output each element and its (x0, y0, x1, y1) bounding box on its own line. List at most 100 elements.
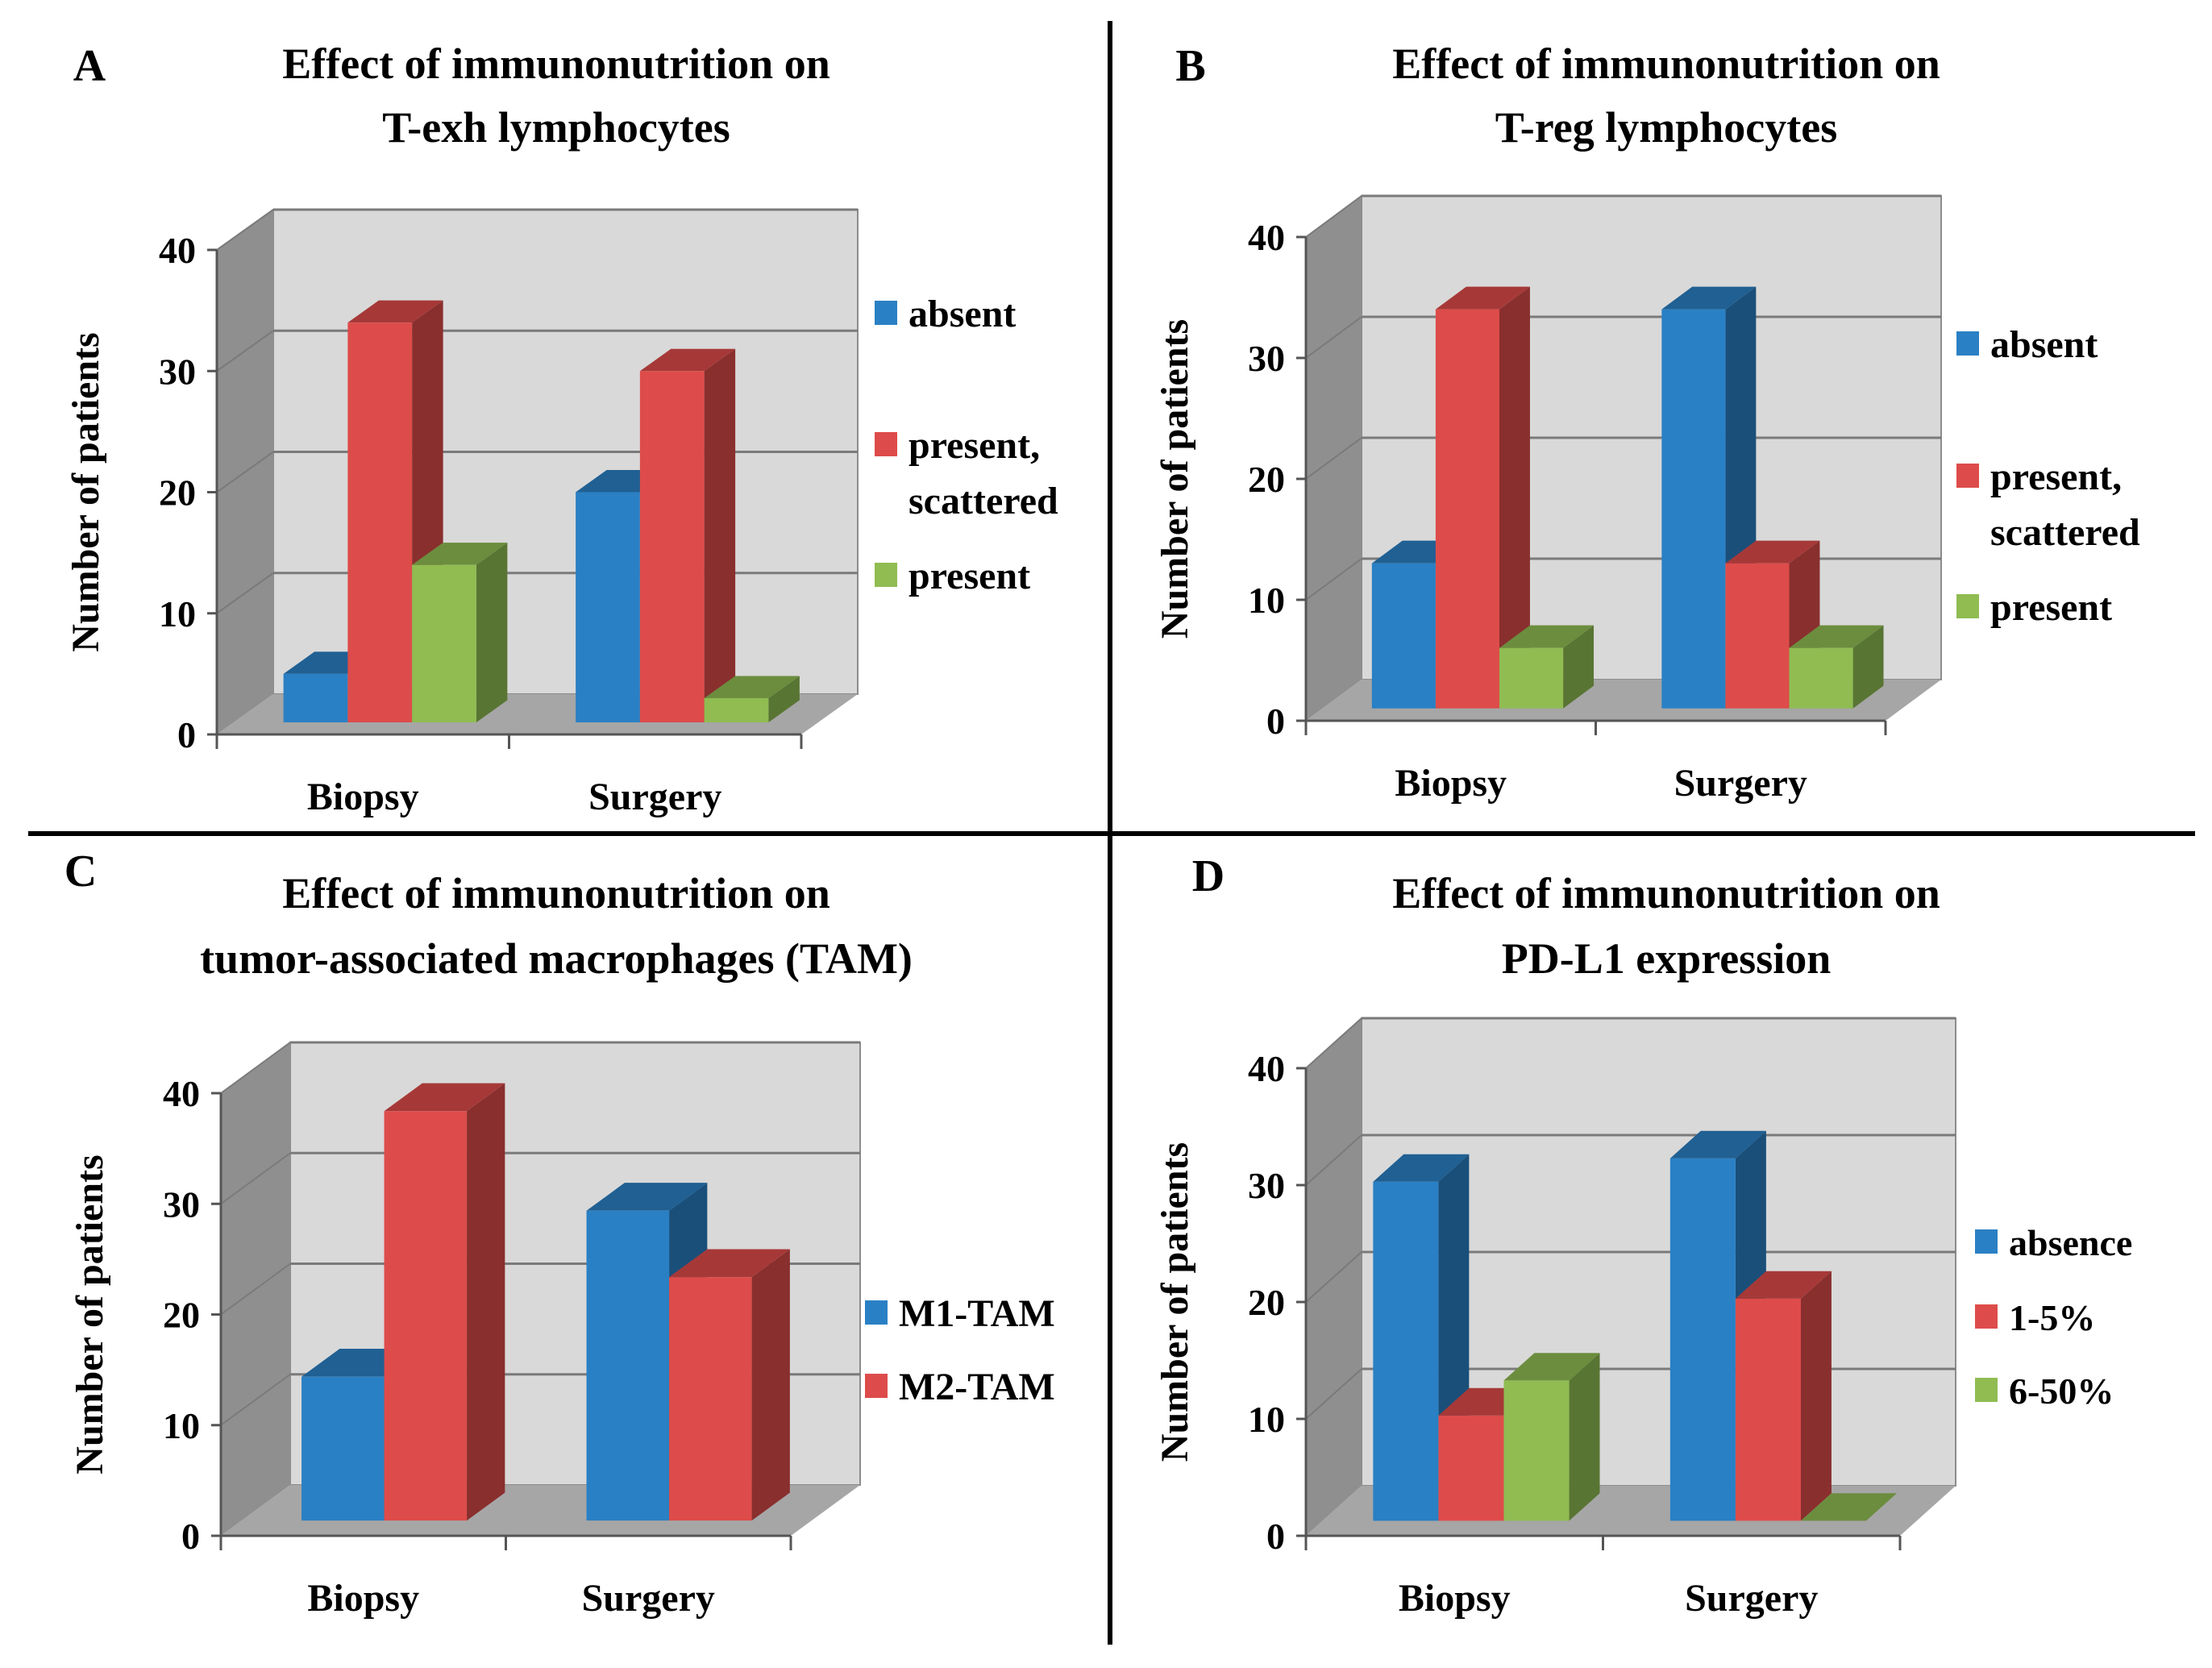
chart-svg: 0 10 20 30 40 Biopsy Surgery Number of patients… (1154, 40, 2140, 805)
chart-svg: 0 10 20 30 40 Biopsy Surgery Number of patients… (64, 846, 1055, 1620)
legend-label: present (1990, 586, 2112, 629)
bar-top (384, 1083, 505, 1112)
gridline-side (216, 451, 274, 493)
bar-top (1800, 1493, 1898, 1521)
bar-front (1661, 309, 1726, 709)
bar-front (1435, 309, 1499, 709)
bar-side (1563, 625, 1595, 709)
bar-side (1852, 625, 1884, 709)
bar-top (669, 1249, 790, 1278)
y-tick-label: 40 (163, 1073, 200, 1114)
bar-top (347, 300, 443, 323)
legend-label: 1-5% (2009, 1297, 2095, 1338)
bar-surgery-1-5- (1735, 1271, 1832, 1521)
x-category-label: Surgery (588, 776, 721, 818)
panel-letter: A (73, 41, 106, 91)
bar-front (669, 1277, 752, 1521)
y-tick-label: 20 (1248, 459, 1285, 500)
chart-title-line: Effect of immunonutrition on (1392, 40, 1940, 88)
gridline-side (1305, 195, 1362, 238)
gridline-side (1305, 558, 1362, 601)
bar-top (1373, 1154, 1470, 1182)
bar-biopsy-present-scattered (1435, 286, 1530, 709)
bar-side (1800, 1271, 1832, 1521)
bar-side (768, 676, 800, 722)
bar-top (1499, 625, 1595, 648)
bar-top (1435, 286, 1530, 310)
legend-label: scattered (908, 480, 1058, 522)
legend-label: 6-50% (2009, 1371, 2114, 1412)
panel-letter: C (64, 846, 97, 896)
chart-title-line: Effect of immunonutrition on (282, 869, 830, 917)
gridline-side (1305, 1017, 1362, 1069)
chart-svg: 0 10 20 30 40 Biopsy Surgery Number of patients… (64, 40, 1058, 818)
legend-label: absent (908, 293, 1016, 335)
bar-surgery-present-scattered (1725, 540, 1820, 709)
bar-front (586, 1210, 670, 1521)
x-category-label: Biopsy (307, 1577, 419, 1620)
x-category-label: Surgery (1674, 762, 1807, 805)
bar-top (639, 348, 736, 372)
bar-top (1725, 540, 1820, 564)
bar-biopsy-6-50- (1503, 1353, 1600, 1521)
y-tick-label: 20 (163, 1295, 200, 1336)
legend-swatch (1956, 594, 1979, 618)
bar-biopsy-present (1499, 625, 1595, 709)
legend-swatch (865, 1300, 888, 1325)
bar-surgery-present (704, 676, 800, 722)
bar-top (586, 1183, 708, 1211)
legend-label: present, (1990, 455, 2122, 498)
legend-label: M2-TAM (899, 1366, 1055, 1408)
legend-swatch (865, 1374, 888, 1398)
y-tick-label: 30 (163, 1183, 200, 1225)
x-category-label: Biopsy (307, 776, 419, 818)
gridline-side (1305, 1134, 1362, 1186)
bar-front (1725, 563, 1790, 709)
legend-label: present (908, 555, 1030, 597)
gridline-side (220, 1152, 291, 1205)
legend-swatch (875, 432, 897, 456)
bar-front (301, 1376, 385, 1521)
chart-title-line: T-exh lymphocytes (382, 103, 730, 152)
bar-front (1735, 1298, 1801, 1521)
bar-top (1669, 1130, 1766, 1158)
gridline-side (1305, 316, 1362, 359)
bar-side (1569, 1353, 1600, 1521)
y-tick-label: 10 (1248, 580, 1285, 621)
bar-top (1735, 1271, 1832, 1299)
chart-title-line: Effect of immunonutrition on (282, 40, 830, 88)
bar-front (384, 1111, 468, 1521)
panel-a-t-exh-chart: 0 10 20 30 40 Biopsy Surgery Number of patients… (0, 0, 1106, 834)
y-tick-label: 20 (159, 472, 196, 514)
gridline-side (216, 572, 274, 614)
bar-top (704, 676, 800, 698)
bar-biopsy-present (412, 543, 508, 722)
bar-front (639, 371, 705, 722)
legend-swatch (1975, 1378, 1998, 1402)
y-tick-label: 30 (1248, 338, 1285, 379)
legend-swatch (875, 563, 897, 587)
bar-side (751, 1249, 790, 1521)
bar-front (1503, 1380, 1570, 1521)
bar-front (1438, 1415, 1504, 1521)
bar-front (347, 322, 413, 722)
gridline-side (220, 1373, 291, 1426)
gridline-side (1305, 1368, 1362, 1420)
bar-front (1789, 647, 1853, 709)
bar-surgery-m2-tam (669, 1249, 790, 1521)
panel-letter: D (1192, 851, 1224, 901)
x-category-label: Biopsy (1399, 1577, 1511, 1620)
y-tick-label: 30 (159, 351, 196, 392)
gridline-side (1305, 1251, 1362, 1303)
bar-surgery-present (1789, 625, 1884, 709)
y-axis-label: Number of patients (1154, 319, 1196, 638)
bar-front (1499, 647, 1564, 709)
y-axis-label: Number of patients (64, 332, 107, 651)
chart-svg: 0 10 20 30 40 Biopsy Surgery Number of patients… (1154, 851, 2132, 1620)
gridline-side (216, 209, 274, 251)
bar-top (1503, 1353, 1600, 1381)
horizontal-divider (28, 831, 2195, 836)
bar-biopsy-m2-tam (384, 1083, 505, 1521)
x-category-label: Surgery (582, 1577, 715, 1620)
